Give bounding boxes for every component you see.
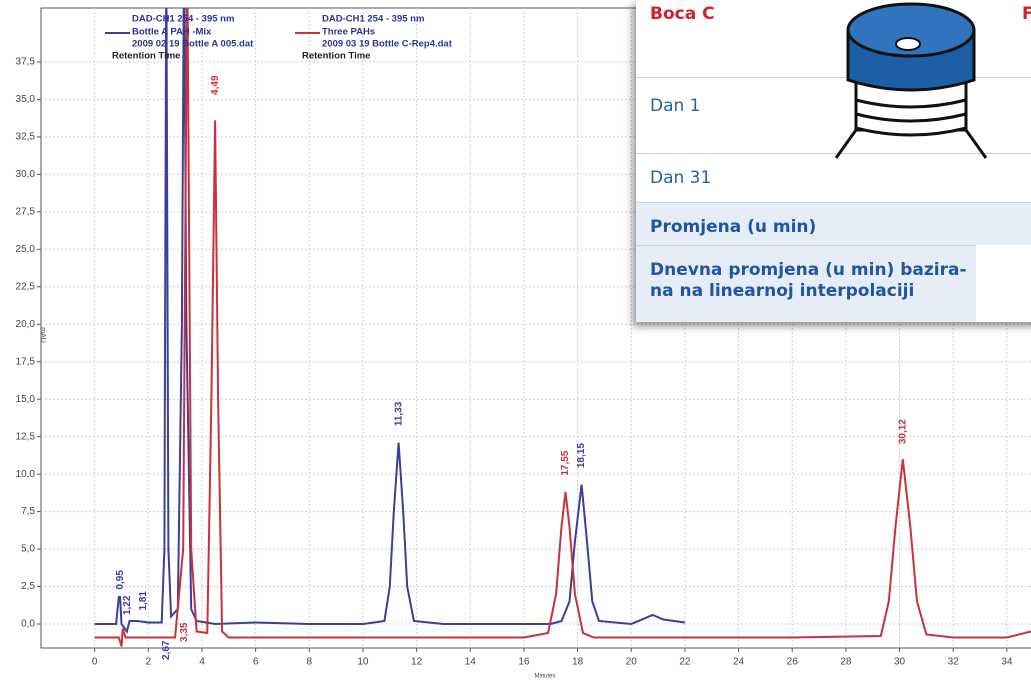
legend-file: 2009 02 19 Bottle A 005.dat — [132, 39, 254, 50]
y-tick-label: 7,5 — [21, 506, 35, 517]
x-tick-label: 10 — [357, 657, 369, 668]
peak-label: 11,33 — [393, 401, 404, 426]
series-line — [94, 8, 1031, 647]
table-header: F — [1022, 4, 1031, 24]
x-tick-label: 30 — [894, 657, 906, 668]
y-tick-label: 25,0 — [16, 244, 36, 255]
table-row: Dnevna promjena (u min) bazira-na na lin… — [636, 245, 976, 322]
x-tick-label: 20 — [626, 657, 638, 668]
y-tick-label: 32,5 — [16, 132, 36, 143]
table-row: Promjena (u min) — [636, 202, 1031, 245]
legend-detector: DAD-CH1 254 - 395 nm — [132, 14, 234, 25]
x-tick-label: 24 — [733, 657, 745, 668]
x-tick-label: 4 — [199, 657, 205, 668]
y-tick-label: 5,0 — [21, 544, 35, 555]
table-header: Boca C — [650, 4, 715, 24]
table-row: Dan 31 — [636, 153, 1031, 202]
series-line — [94, 8, 686, 634]
y-tick-label: 20,0 — [16, 319, 36, 330]
peak-label: 30,12 — [897, 419, 908, 444]
y-tick-label: 17,5 — [16, 356, 36, 367]
legend-detector: DAD-CH1 254 - 395 nm — [322, 14, 424, 25]
peak-label: 1,81 — [138, 591, 149, 611]
y-tick-label: 0,0 — [21, 619, 35, 630]
y-tick-label: 2,5 — [21, 581, 35, 592]
y-tick-label: 10,0 — [16, 469, 36, 480]
x-tick-label: 8 — [307, 657, 313, 668]
peak-label: 17,55 — [560, 450, 571, 475]
x-tick-label: 18 — [572, 657, 584, 668]
peak-label: 0,95 — [115, 570, 126, 590]
x-tick-label: 16 — [518, 657, 530, 668]
peak-label: 1,22 — [122, 595, 133, 615]
peak-label: 18,15 — [576, 443, 587, 468]
peak-label: 3,35 — [179, 622, 190, 642]
y-tick-label: 30,0 — [16, 169, 36, 180]
legend-label: Three PAHs — [322, 27, 375, 38]
table-row: Dan 1 — [636, 77, 1031, 153]
y-tick-label: 15,0 — [16, 394, 36, 405]
peak-label: 4,49 — [210, 75, 221, 95]
x-axis-label: Minutes — [534, 674, 555, 680]
x-tick-label: 0 — [92, 657, 98, 668]
legend-label: Bottle A PAH -Mix — [132, 27, 212, 38]
x-tick-label: 2 — [146, 657, 152, 668]
x-tick-label: 6 — [253, 657, 259, 668]
legend-mode: Retention Time — [302, 51, 370, 62]
bottle-cap-icon — [834, 2, 988, 159]
x-tick-label: 14 — [465, 657, 477, 668]
y-tick-label: 22,5 — [16, 281, 36, 292]
legend-file: 2009 03 19 Bottle C-Rep4.dat — [322, 39, 453, 50]
y-tick-label: 37,5 — [16, 57, 36, 68]
x-tick-label: 22 — [679, 657, 691, 668]
x-tick-label: 28 — [840, 657, 852, 668]
plot-frame — [40, 7, 1031, 649]
x-tick-label: 34 — [1001, 657, 1013, 668]
legend-mode: Retention Time — [112, 51, 180, 62]
y-tick-label: 12,5 — [16, 431, 36, 442]
plot-lines — [94, 8, 1031, 647]
x-tick-label: 32 — [948, 657, 960, 668]
x-tick-label: 26 — [787, 657, 799, 668]
x-tick-label: 12 — [411, 657, 423, 668]
overlay-table: Boca C F Dan 1 Dan 31 Promjena (u min) D… — [636, 0, 1031, 322]
y-tick-label: 35,0 — [16, 94, 36, 105]
y-tick-label: 27,5 — [16, 206, 36, 217]
peak-label: 2,67 — [161, 640, 172, 660]
y-axis-label: mAU — [39, 327, 46, 343]
